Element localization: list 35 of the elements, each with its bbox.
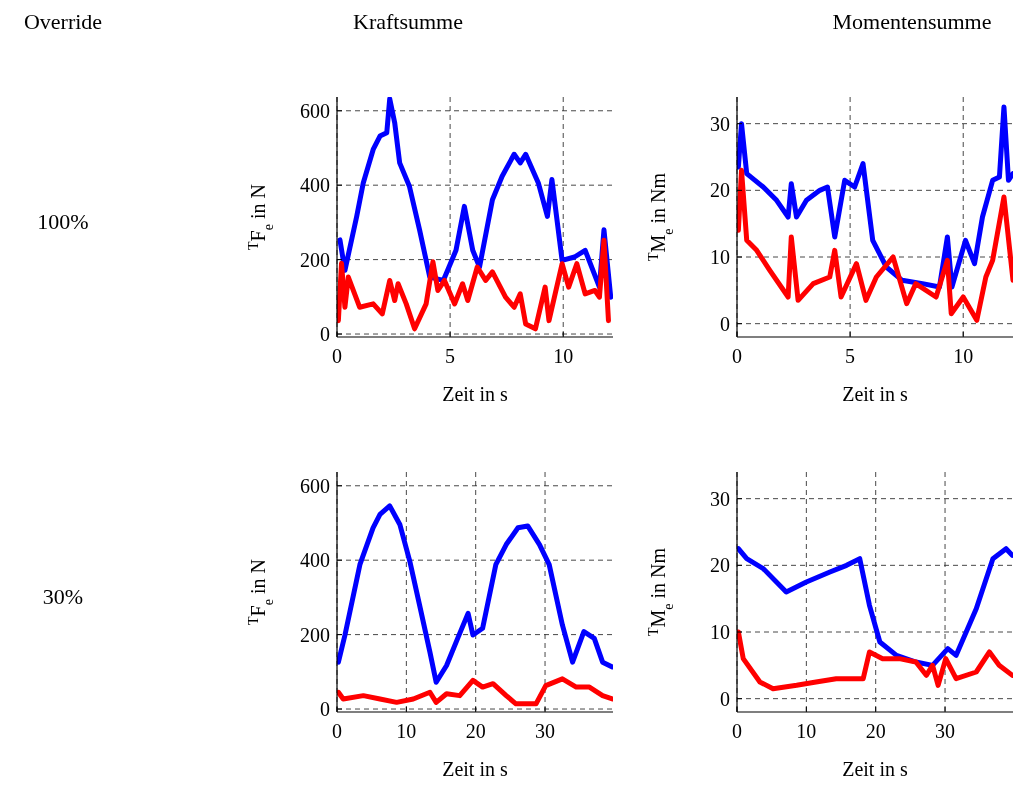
x-tick-label: 5	[845, 345, 856, 367]
y-tick-label: 30	[710, 112, 730, 135]
text: Override	[23, 9, 103, 34]
y-tick-label: 20	[710, 554, 730, 577]
x-tick-label: 20	[865, 720, 886, 742]
x-tick-label: 10	[396, 720, 417, 742]
x-tick-label: 10	[953, 345, 974, 367]
x-tick-label: 5	[445, 345, 456, 367]
x-tick-label: 30	[935, 720, 956, 742]
chart-title: Kraftsumme	[353, 9, 463, 34]
y-tick-label: 0	[720, 687, 730, 710]
y-tick-label: 400	[300, 174, 330, 197]
x-tick-label: 10	[553, 345, 574, 367]
y-tick-label: 10	[710, 621, 730, 643]
y-tick-label: 200	[300, 623, 330, 646]
y-tick-label: 0	[320, 698, 330, 721]
y-tick-label: 30	[710, 487, 730, 510]
chart-title: Momentensumme	[832, 9, 992, 34]
text: 100%	[37, 209, 89, 234]
x-tick-label: 30	[535, 720, 556, 742]
y-tick-label: 0	[320, 323, 330, 346]
x-tick-label: 20	[465, 720, 486, 742]
x-axis-title: Zeit in s	[842, 383, 908, 405]
y-tick-label: 10	[710, 246, 730, 268]
y-tick-label: 600	[300, 474, 330, 497]
y-tick-label: 0	[720, 312, 730, 335]
x-axis-title: Zeit in s	[442, 383, 508, 405]
x-axis-title: Zeit in s	[842, 758, 908, 780]
y-tick-label: 20	[710, 179, 730, 202]
x-axis-title: Zeit in s	[442, 758, 508, 780]
y-tick-label: 400	[300, 549, 330, 572]
y-tick-label: 200	[300, 248, 330, 271]
text: 30%	[42, 584, 84, 609]
x-tick-label: 10	[796, 720, 817, 742]
y-tick-label: 600	[300, 99, 330, 122]
